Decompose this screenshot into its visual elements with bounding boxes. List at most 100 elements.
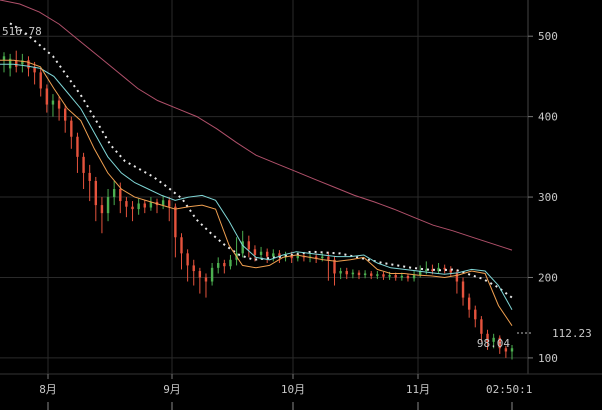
candle-body-14 [88, 172, 91, 181]
candle-body-34 [210, 267, 214, 282]
candle-body-71 [437, 267, 440, 272]
time-tick-3: 11月 [406, 383, 430, 396]
vertical-grid [47, 0, 419, 374]
candle-body-60 [370, 273, 373, 276]
candle-body-19 [119, 189, 122, 202]
candle-body-33 [204, 277, 208, 282]
candle-body-72 [443, 267, 446, 270]
candle-body-59 [363, 273, 367, 276]
candle-body-17 [106, 197, 110, 214]
candle-body-81 [498, 337, 501, 349]
candle-body-4 [27, 60, 30, 69]
high-price-label: 516.78 [2, 25, 42, 38]
candle-body-52 [321, 256, 324, 259]
candle-body-82 [504, 348, 508, 352]
candle-body-8 [51, 100, 55, 105]
candle-body-21 [131, 206, 134, 210]
candle-body-58 [357, 272, 361, 276]
candle-body-29 [180, 237, 183, 254]
candle-body-32 [198, 271, 202, 278]
candle-body-28 [174, 206, 177, 238]
low-price-label: 98.04 [477, 337, 510, 350]
price-tick-300: 300 [538, 191, 558, 204]
candle-body-18 [112, 189, 116, 198]
price-tick-100: 100 [538, 352, 558, 365]
candle-body-43 [265, 251, 269, 257]
candle-body-80 [492, 337, 495, 342]
candle-body-41 [253, 249, 257, 255]
time-tick-2: 10月 [281, 383, 305, 396]
candle-body-9 [57, 100, 61, 109]
candle-body-42 [259, 251, 263, 255]
candle-body-47 [290, 254, 293, 259]
candle-body-67 [412, 275, 416, 279]
candle-body-24 [149, 201, 153, 208]
candle-body-0 [2, 56, 6, 61]
candle-body-76 [467, 297, 471, 310]
current-time-label: 02:50:1 [486, 383, 532, 396]
moving-averages [0, 0, 513, 326]
candle-body-65 [400, 275, 404, 278]
candle-body-13 [82, 156, 85, 173]
candle-body-1 [8, 58, 12, 69]
price-tick-400: 400 [538, 111, 558, 124]
candle-body-23 [143, 203, 146, 208]
candle-body-53 [327, 256, 330, 260]
ma-dotted-line [9, 22, 513, 299]
candle-body-15 [94, 180, 98, 206]
candle-body-74 [455, 272, 459, 282]
candle-body-45 [278, 253, 281, 258]
candle-body-79 [486, 333, 489, 342]
candle-body-77 [474, 309, 477, 320]
candle-body-68 [418, 271, 422, 276]
candle-body-75 [461, 281, 465, 298]
candle-body-10 [64, 108, 67, 121]
candle-body-63 [388, 275, 391, 277]
candle-body-36 [223, 263, 226, 267]
ma-slow-line [0, 0, 513, 251]
candle-body-51 [314, 256, 318, 259]
candle-body-20 [125, 201, 128, 207]
candle-body-5 [33, 66, 36, 73]
candle-body-48 [296, 255, 299, 259]
candle-body-2 [15, 60, 18, 67]
candle-body-64 [394, 275, 397, 278]
time-tick-0: 8月 [39, 383, 57, 396]
price-tick-500: 500 [538, 30, 558, 43]
candle-body-44 [272, 253, 275, 257]
candle-body-12 [76, 136, 79, 157]
horizontal-grid [0, 35, 528, 359]
candle-body-83 [510, 348, 514, 352]
candle-body-7 [45, 88, 49, 105]
time-axis: 8月 9月 10月 11月 [39, 374, 513, 410]
candle-body-22 [137, 203, 140, 210]
last-price-label: 112.23 [552, 327, 592, 340]
candle-body-3 [21, 60, 24, 65]
candle-body-56 [345, 271, 348, 275]
candle-body-6 [39, 72, 42, 89]
candle-body-55 [339, 271, 342, 274]
candle-body-31 [192, 265, 195, 272]
price-axis: 100 200 300 400 500 [528, 30, 558, 365]
candle-body-16 [100, 205, 104, 214]
candle-body-57 [351, 272, 355, 275]
candle-body-27 [168, 200, 171, 207]
candle-body-66 [406, 275, 410, 279]
time-tick-1: 9月 [163, 383, 181, 396]
candle-body-73 [449, 269, 452, 273]
candle-body-40 [247, 241, 251, 250]
ma-mid-line [0, 63, 513, 310]
candle-body-30 [186, 253, 189, 266]
candle-body-39 [241, 241, 244, 254]
candle-body-70 [431, 269, 434, 272]
candle-body-11 [70, 120, 73, 137]
price-tick-200: 200 [538, 271, 558, 284]
candle-body-78 [480, 319, 483, 334]
candle-body-35 [217, 263, 220, 268]
candle-body-69 [425, 269, 428, 272]
candle-body-37 [229, 259, 232, 267]
candle-body-54 [333, 259, 336, 274]
candle-body-61 [376, 274, 379, 276]
